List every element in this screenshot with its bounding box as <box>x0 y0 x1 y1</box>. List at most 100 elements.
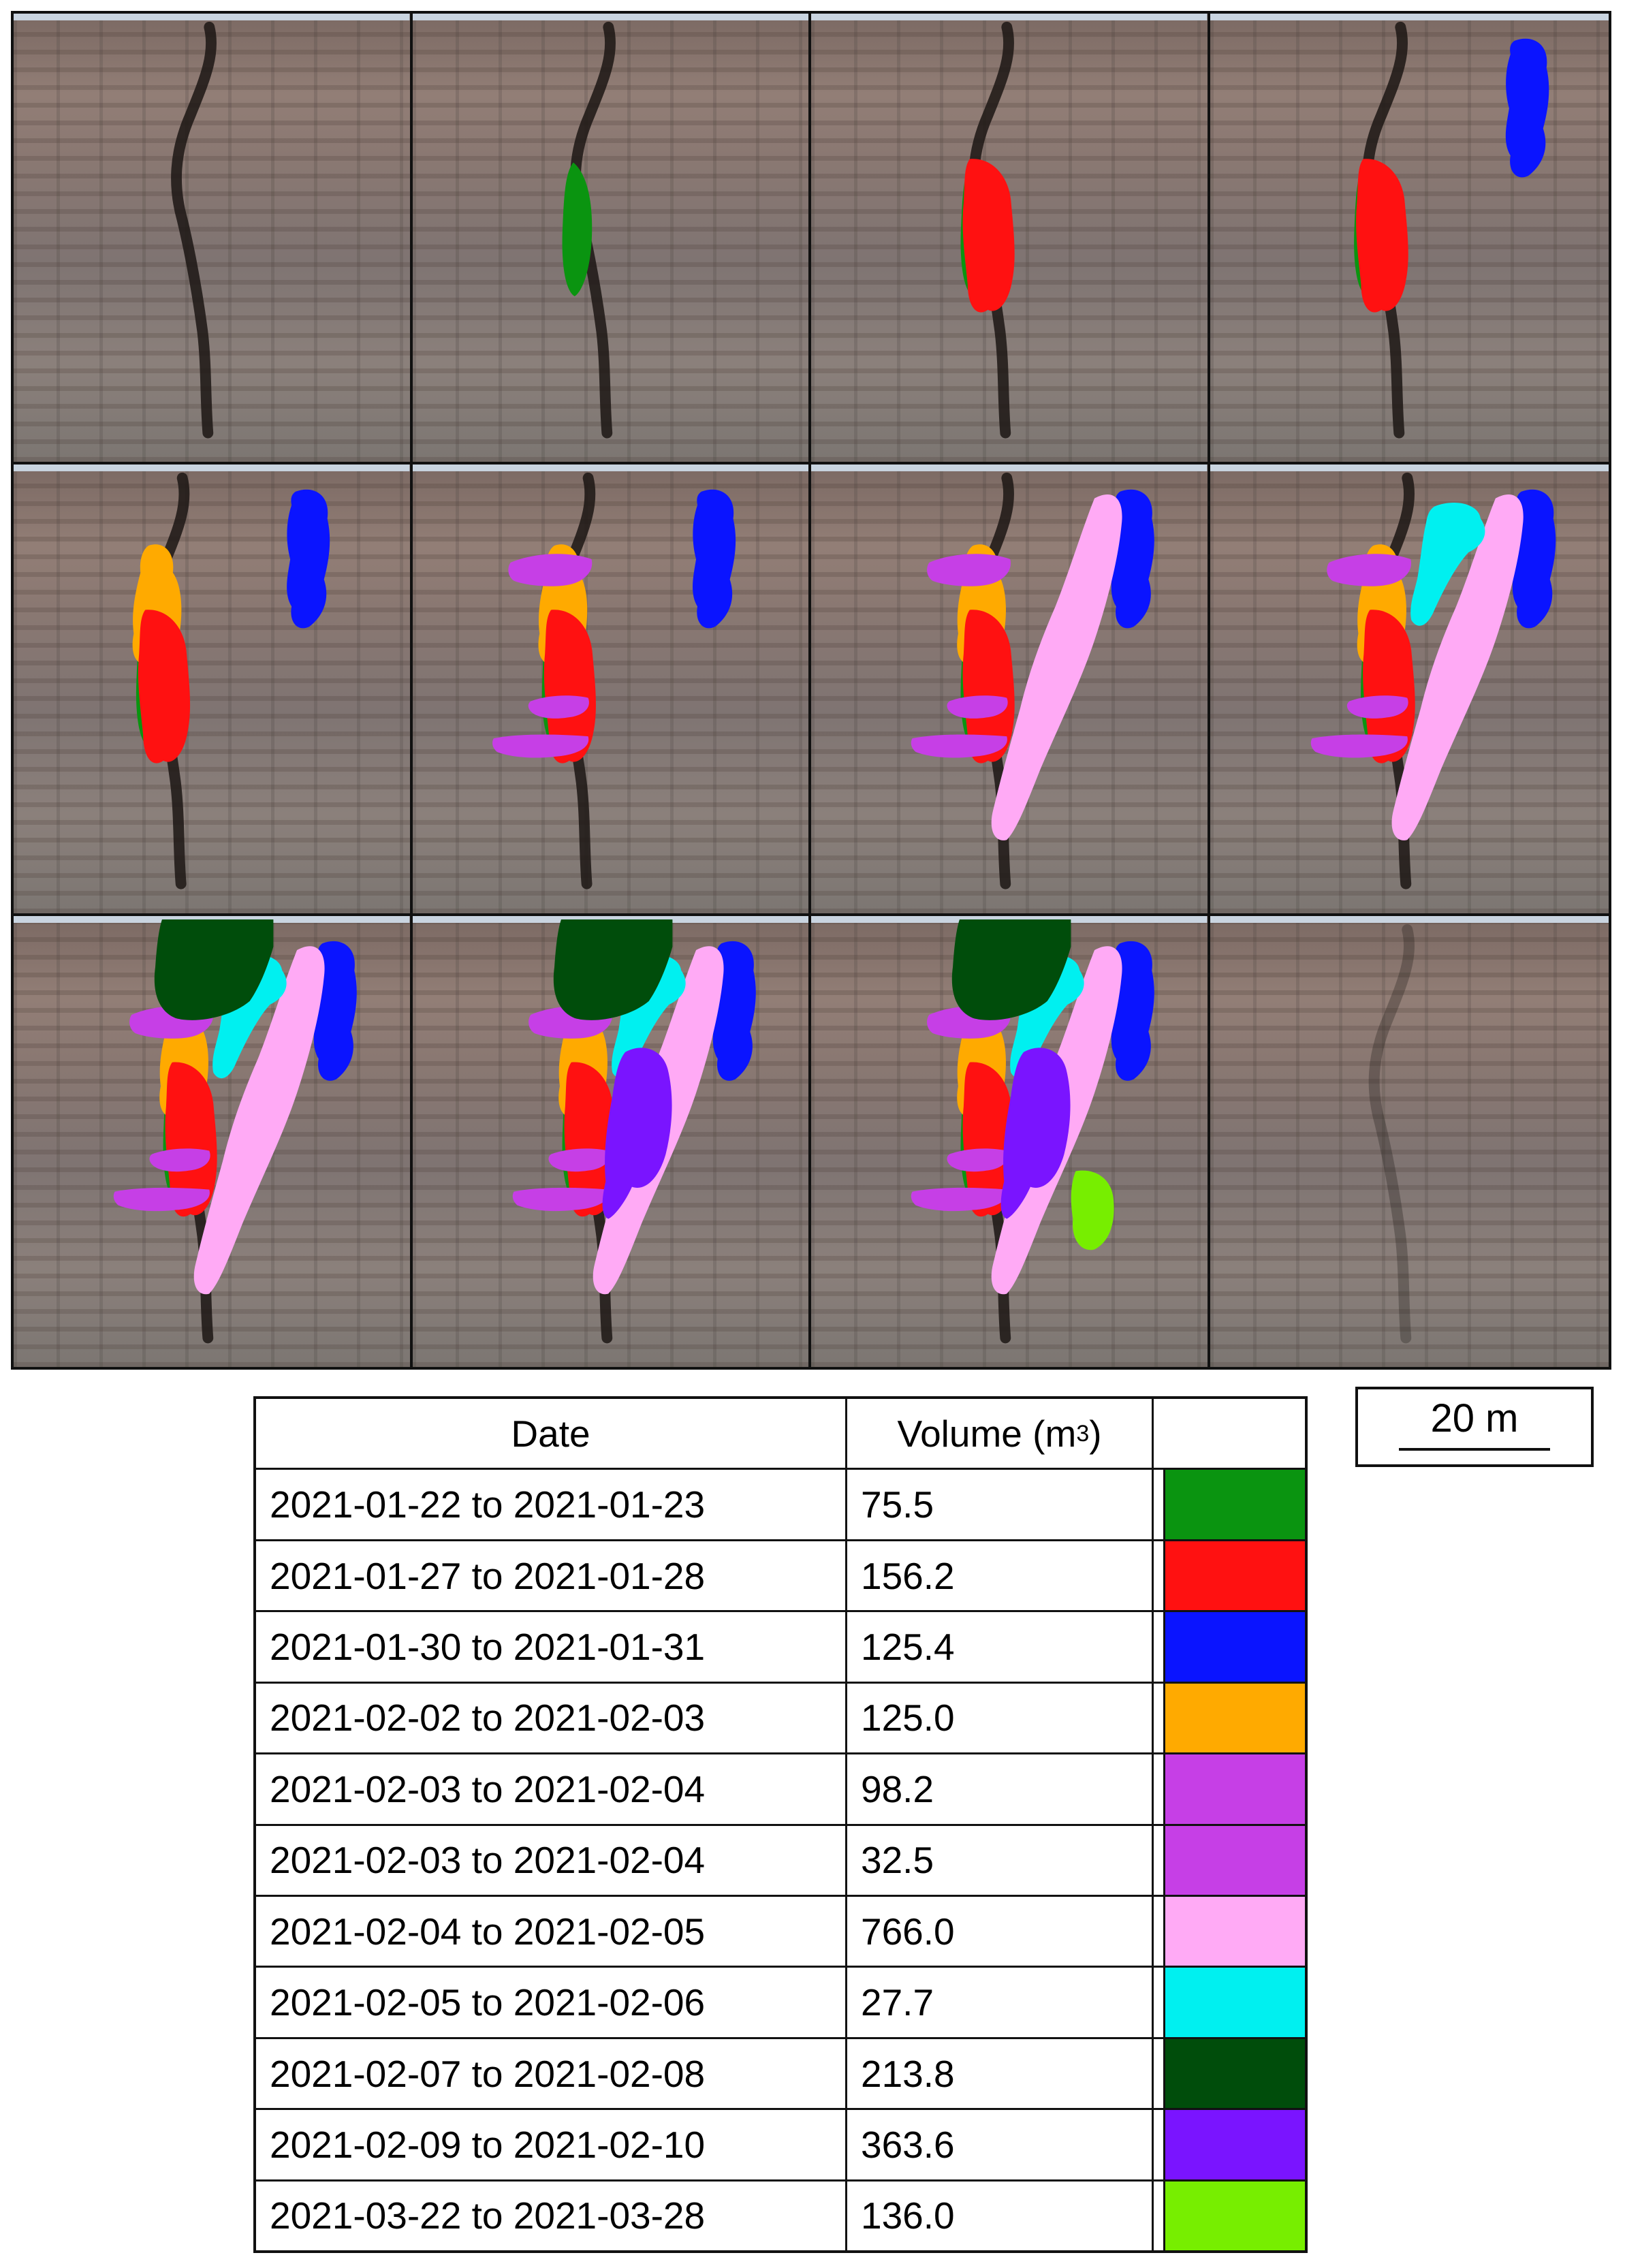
rockfall-scar <box>165 1062 217 1216</box>
legend-date: 2021-03-22 to 2021-03-28 <box>256 2181 847 2251</box>
legend-row: 2021-02-05 to 2021-02-06 27.7 <box>256 1968 1305 2039</box>
legend-row: 2021-01-30 to 2021-01-31 125.4 <box>256 1612 1305 1684</box>
legend-row: 2021-02-07 to 2021-02-08 213.8 <box>256 2038 1305 2111</box>
cliff-photo-panel <box>1210 915 1609 1367</box>
rockfall-scar <box>553 919 672 1020</box>
cliff-image-grid <box>11 11 1611 1370</box>
rockfall-scar <box>951 919 1071 1020</box>
header-volume: Volume (m 3) <box>847 1399 1154 1468</box>
rockfall-scar <box>113 1005 214 1211</box>
rockfall-scar <box>492 554 592 758</box>
sky-strip <box>14 915 410 923</box>
rockfall-scar <box>149 1148 210 1171</box>
rockfall-scar <box>528 695 589 719</box>
panel-overlay <box>1210 915 1609 1344</box>
panel-overlay <box>14 464 410 889</box>
legend-color-cell <box>1154 1470 1305 1539</box>
rockfall-scar <box>712 941 756 1081</box>
sky-strip <box>412 464 808 472</box>
panel-overlay <box>412 14 808 439</box>
cliff-photo-panel <box>412 464 811 916</box>
panel-overlay <box>1210 14 1609 439</box>
legend-row: 2021-02-04 to 2021-02-05 766.0 <box>256 1896 1305 1968</box>
rockfall-scar <box>1346 695 1408 719</box>
legend-color-swatch <box>1163 1612 1305 1682</box>
scale-bar-label: 20 m <box>1430 1396 1519 1440</box>
legend-date: 2021-02-03 to 2021-02-04 <box>256 1825 847 1895</box>
rockfall-scar <box>564 1062 616 1216</box>
legend-volume: 125.0 <box>847 1683 1154 1753</box>
legend-color-swatch <box>1163 2110 1305 2179</box>
legend-row: 2021-01-27 to 2021-01-28 156.2 <box>256 1541 1305 1613</box>
legend-color-swatch <box>1163 1470 1305 1539</box>
cliff-gully <box>171 21 217 439</box>
legend-header-row: Date Volume (m 3) <box>256 1399 1305 1470</box>
panel-overlay <box>811 464 1208 889</box>
cliff-photo-panel <box>811 14 1210 465</box>
cliff-photo-panel <box>412 915 811 1367</box>
rockfall-scar <box>991 494 1122 841</box>
sky-strip <box>1210 915 1609 923</box>
cliff-photo-panel <box>811 464 1210 916</box>
legend-volume: 766.0 <box>847 1896 1154 1966</box>
legend-color-cell <box>1154 1896 1305 1966</box>
panel-overlay <box>412 915 808 1344</box>
rockfall-scar <box>962 159 1015 313</box>
legend-date: 2021-02-04 to 2021-02-05 <box>256 1896 847 1966</box>
sky-strip <box>811 464 1208 472</box>
rockfall-scar <box>512 1005 612 1211</box>
panel-overlay <box>1210 464 1609 889</box>
scale-bar: 20 m <box>1355 1387 1594 1467</box>
legend-volume: 75.5 <box>847 1470 1154 1539</box>
rockfall-scar <box>1355 159 1408 313</box>
legend-row: 2021-02-09 to 2021-02-10 363.6 <box>256 2110 1305 2182</box>
rockfall-scar <box>1362 610 1415 763</box>
rockfall-scar <box>1111 941 1154 1081</box>
legend-color-swatch <box>1163 1825 1305 1895</box>
legend-date: 2021-02-07 to 2021-02-08 <box>256 2038 847 2109</box>
rockfall-scar <box>947 695 1008 719</box>
cliff-photo-panel <box>412 14 811 465</box>
rockfall-scar <box>1391 494 1524 841</box>
legend-row: 2021-03-22 to 2021-03-28 136.0 <box>256 2181 1305 2251</box>
panel-overlay <box>412 464 808 889</box>
header-color <box>1154 1399 1305 1468</box>
legend-volume: 32.5 <box>847 1825 1154 1895</box>
legend-volume: 213.8 <box>847 2038 1154 2109</box>
panel-overlay <box>811 14 1208 439</box>
cliff-gully <box>1368 924 1415 1344</box>
legend-volume: 27.7 <box>847 1968 1154 2037</box>
legend-row: 2021-01-22 to 2021-01-23 75.5 <box>256 1470 1305 1541</box>
rockfall-scar <box>138 610 191 763</box>
legend-color-cell <box>1154 1968 1305 2037</box>
rockfall-scar <box>313 941 357 1081</box>
rockfall-scar <box>1310 554 1411 758</box>
rockfall-scar <box>947 1148 1008 1171</box>
legend-date: 2021-02-09 to 2021-02-10 <box>256 2110 847 2179</box>
sky-strip <box>1210 14 1609 20</box>
legend-color-cell <box>1154 1541 1305 1611</box>
rockfall-scar <box>287 490 330 629</box>
legend-row: 2021-02-02 to 2021-02-03 125.0 <box>256 1683 1305 1755</box>
rockfall-scar <box>548 1148 610 1171</box>
legend-color-swatch <box>1163 1683 1305 1753</box>
legend-volume: 363.6 <box>847 2110 1154 2179</box>
sky-strip <box>412 14 808 20</box>
rockfall-scar <box>193 945 325 1294</box>
legend-volume: 125.4 <box>847 1612 1154 1682</box>
panel-overlay <box>14 14 410 439</box>
cliff-photo-panel <box>1210 464 1609 916</box>
sky-strip <box>811 14 1208 20</box>
legend-date: 2021-02-03 to 2021-02-04 <box>256 1754 847 1824</box>
legend-color-cell <box>1154 1754 1305 1824</box>
legend-volume: 136.0 <box>847 2181 1154 2251</box>
cliff-photo-panel <box>811 915 1210 1367</box>
legend-color-swatch <box>1163 1896 1305 1966</box>
sky-strip <box>1210 464 1609 472</box>
legend-date: 2021-01-30 to 2021-01-31 <box>256 1612 847 1682</box>
rockfall-scar <box>1410 503 1485 627</box>
legend-color-swatch <box>1163 1754 1305 1824</box>
rockfall-scar <box>1071 1170 1114 1250</box>
panel-overlay <box>14 915 410 1344</box>
rockfall-scar <box>692 490 736 629</box>
